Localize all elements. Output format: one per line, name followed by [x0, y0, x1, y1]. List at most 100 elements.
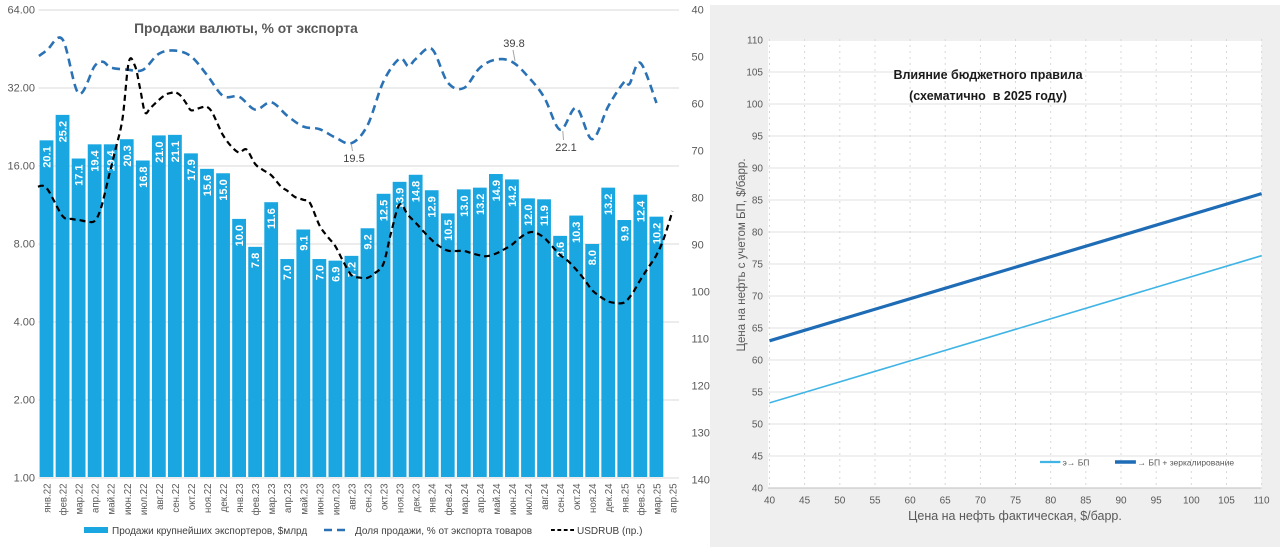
svg-text:21.1: 21.1: [170, 141, 182, 162]
svg-text:65: 65: [752, 324, 764, 335]
svg-text:→ БП + зеркалирование: → БП + зеркалирование: [1138, 458, 1235, 468]
svg-text:сен.22: сен.22: [171, 484, 182, 513]
svg-text:50: 50: [834, 496, 846, 507]
svg-text:фев.24: фев.24: [444, 483, 455, 516]
svg-text:мар.23: мар.23: [267, 484, 278, 515]
svg-text:105: 105: [1218, 496, 1235, 507]
svg-text:45: 45: [799, 496, 811, 507]
svg-text:55: 55: [869, 496, 881, 507]
svg-text:70: 70: [752, 292, 764, 303]
svg-text:19.4: 19.4: [90, 149, 102, 171]
svg-text:85: 85: [752, 196, 764, 207]
svg-text:окт.22: окт.22: [187, 484, 198, 511]
svg-text:фев.22: фев.22: [59, 484, 70, 516]
svg-text:12.5: 12.5: [379, 200, 391, 221]
svg-text:7.0: 7.0: [314, 265, 326, 280]
svg-text:янв.22: янв.22: [43, 484, 54, 513]
svg-text:апр.23: апр.23: [283, 484, 294, 514]
svg-text:апр.25: апр.25: [669, 484, 680, 514]
svg-text:120: 120: [692, 381, 710, 393]
svg-text:июл.23: июл.23: [331, 484, 342, 516]
svg-text:80: 80: [1045, 496, 1057, 507]
svg-text:85: 85: [1080, 496, 1092, 507]
svg-text:май.22: май.22: [107, 484, 118, 515]
svg-text:фев.25: фев.25: [636, 484, 647, 516]
svg-text:22.1: 22.1: [555, 142, 576, 154]
svg-text:12.4: 12.4: [635, 200, 647, 222]
svg-text:июн.22: июн.22: [123, 484, 134, 516]
svg-text:мар.22: мар.22: [75, 484, 86, 515]
svg-text:50: 50: [752, 420, 764, 431]
svg-text:Продажи крупнейших экспортеров: Продажи крупнейших экспортеров, $млрд: [112, 526, 307, 537]
svg-text:75: 75: [1010, 496, 1022, 507]
svg-text:фев.23: фев.23: [251, 484, 262, 516]
svg-text:дек.24: дек.24: [604, 483, 615, 512]
svg-text:4.00: 4.00: [14, 317, 35, 329]
svg-text:10.0: 10.0: [234, 225, 246, 246]
svg-text:2.00: 2.00: [14, 395, 35, 407]
svg-text:дек.22: дек.22: [219, 484, 230, 513]
svg-text:90: 90: [752, 164, 764, 175]
svg-text:95: 95: [1151, 496, 1163, 507]
svg-text:апр.24: апр.24: [476, 483, 487, 513]
svg-text:э→ БП: э→ БП: [1063, 458, 1090, 468]
svg-text:25.2: 25.2: [58, 121, 70, 142]
svg-text:сен.23: сен.23: [364, 484, 375, 513]
svg-text:13.0: 13.0: [459, 195, 471, 216]
svg-text:11.9: 11.9: [539, 205, 551, 226]
svg-text:13.2: 13.2: [603, 194, 615, 215]
svg-text:июн.24: июн.24: [508, 483, 519, 515]
svg-text:июл.24: июл.24: [524, 483, 535, 515]
svg-text:12.0: 12.0: [523, 204, 535, 225]
svg-text:16.8: 16.8: [138, 167, 150, 188]
svg-text:9.9: 9.9: [619, 226, 631, 241]
svg-text:20.1: 20.1: [42, 146, 54, 167]
svg-text:окт.23: окт.23: [380, 484, 391, 511]
svg-text:32.00: 32.00: [7, 83, 35, 95]
svg-text:70: 70: [692, 146, 704, 158]
svg-text:май.24: май.24: [492, 483, 503, 515]
svg-text:янв.23: янв.23: [235, 484, 246, 513]
svg-text:окт.24: окт.24: [572, 483, 583, 510]
svg-text:Продажи валюты, % от экспорта: Продажи валюты, % от экспорта: [134, 21, 358, 36]
svg-text:14.8: 14.8: [411, 181, 423, 202]
svg-text:16.00: 16.00: [7, 161, 35, 173]
svg-text:140: 140: [692, 475, 710, 487]
svg-text:ноя.23: ноя.23: [396, 484, 407, 513]
svg-text:40: 40: [752, 484, 764, 495]
svg-text:ноя.24: ноя.24: [588, 483, 599, 513]
svg-text:90: 90: [692, 240, 704, 252]
svg-text:авг.22: авг.22: [155, 484, 166, 510]
svg-text:авг.24: авг.24: [540, 483, 551, 510]
svg-text:авг.23: авг.23: [347, 484, 358, 510]
svg-text:14.9: 14.9: [491, 180, 503, 201]
svg-text:80: 80: [692, 193, 704, 205]
svg-text:14.2: 14.2: [507, 185, 519, 206]
svg-text:1.00: 1.00: [14, 473, 35, 485]
svg-text:60: 60: [692, 99, 704, 111]
svg-text:Доля продажи, % от экспорта то: Доля продажи, % от экспорта товаров: [355, 526, 532, 537]
svg-text:8.0: 8.0: [587, 250, 599, 265]
svg-text:7.8: 7.8: [250, 253, 262, 268]
svg-text:дек.23: дек.23: [412, 484, 423, 513]
svg-text:45: 45: [752, 452, 764, 463]
svg-text:55: 55: [752, 388, 764, 399]
svg-text:17.1: 17.1: [74, 165, 86, 186]
svg-text:110: 110: [1254, 496, 1270, 507]
svg-text:65: 65: [940, 496, 952, 507]
svg-text:110: 110: [692, 334, 710, 346]
svg-text:19.5: 19.5: [343, 153, 364, 165]
svg-text:10.2: 10.2: [651, 223, 663, 244]
svg-text:Влияние бюджетного правила: Влияние бюджетного правила: [893, 68, 1083, 82]
svg-text:60: 60: [905, 496, 917, 507]
svg-text:70: 70: [975, 496, 987, 507]
svg-text:100: 100: [692, 287, 710, 299]
svg-text:100: 100: [1183, 496, 1200, 507]
svg-text:Цена на нефть с учетом БП, $/б: Цена на нефть с учетом БП, $/барр.: [736, 158, 748, 351]
svg-text:80: 80: [752, 228, 764, 239]
svg-text:130: 130: [692, 428, 710, 440]
svg-text:40: 40: [692, 5, 704, 17]
svg-text:июн.23: июн.23: [315, 484, 326, 516]
svg-text:15.6: 15.6: [202, 175, 214, 196]
svg-text:15.0: 15.0: [218, 179, 230, 200]
